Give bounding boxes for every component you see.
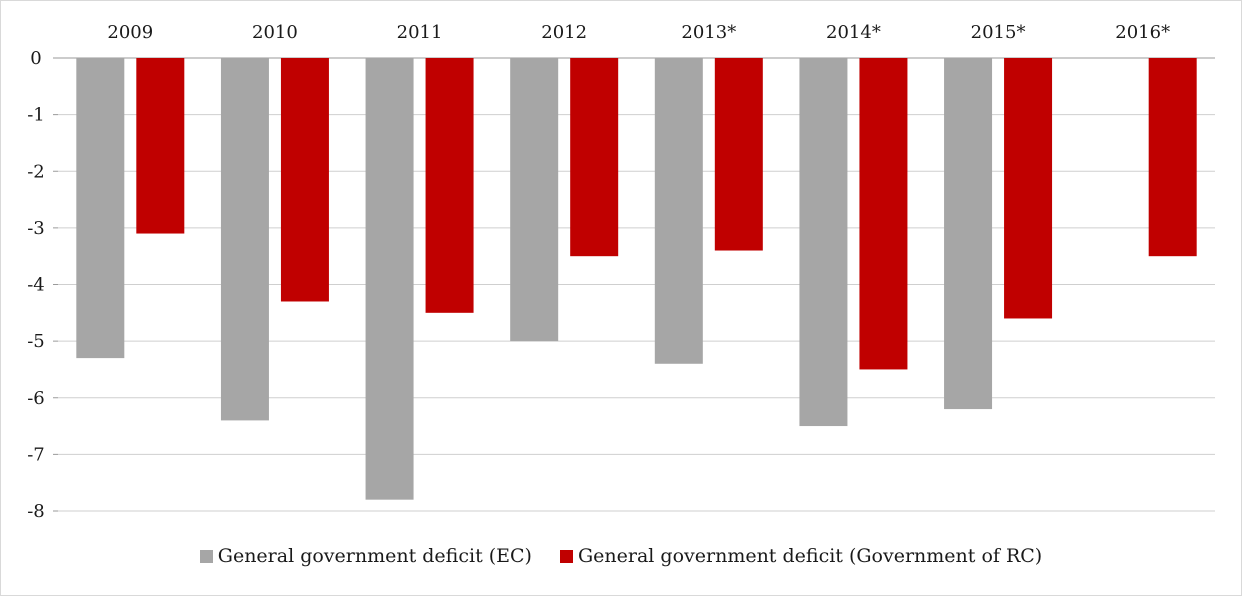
bar-government-rc <box>280 58 329 302</box>
bar-government-rc <box>570 58 619 257</box>
legend-item-ec: General government deficit (EC) <box>199 545 532 567</box>
y-tick-label: -5 <box>27 331 45 352</box>
bar-ec <box>654 58 703 364</box>
category-label: 2016* <box>1115 22 1170 43</box>
y-axis-ticks: 0 -1 -2 -3 -4 -5 -6 -7 -8 <box>27 48 45 522</box>
bar-government-rc <box>714 58 763 251</box>
category-label: 2011 <box>397 22 443 43</box>
category-label: 2012 <box>541 22 587 43</box>
bar-government-rc <box>425 58 474 313</box>
legend-swatch-rc <box>559 549 573 563</box>
bar-government-rc <box>859 58 908 370</box>
bar-ec <box>76 58 125 359</box>
category-labels: 2009 2010 2011 2012 2013* 2014* 2015* 2016* <box>107 22 1170 43</box>
legend-label-rc: General government deficit (Government o… <box>577 545 1043 567</box>
bar-ec <box>510 58 559 342</box>
y-tick-label: -2 <box>27 161 45 182</box>
legend-label-ec: General government deficit (EC) <box>217 545 532 567</box>
bar-ec <box>944 58 993 410</box>
y-tick-label: -1 <box>27 105 45 126</box>
legend-swatch-ec <box>199 549 213 563</box>
category-label: 2009 <box>107 22 153 43</box>
bar-ec <box>799 58 848 427</box>
category-label: 2010 <box>252 22 298 43</box>
y-tick-label: -7 <box>27 444 45 465</box>
y-tick-label: -8 <box>27 501 45 522</box>
bar-government-rc <box>136 58 185 234</box>
bar-ec <box>220 58 269 421</box>
legend: General government deficit (EC) General … <box>0 545 1242 567</box>
category-label: 2014* <box>826 22 881 43</box>
y-tick-label: -6 <box>27 388 45 409</box>
bar-ec <box>365 58 414 500</box>
y-tick-label: -4 <box>27 275 45 296</box>
y-tick-label: 0 <box>30 48 41 69</box>
y-tick-label: -3 <box>27 218 45 239</box>
category-label: 2015* <box>971 22 1026 43</box>
bars <box>76 58 1197 500</box>
category-label: 2013* <box>681 22 736 43</box>
bar-government-rc <box>1004 58 1053 319</box>
bar-government-rc <box>1148 58 1197 257</box>
legend-item-rc: General government deficit (Government o… <box>559 545 1043 567</box>
